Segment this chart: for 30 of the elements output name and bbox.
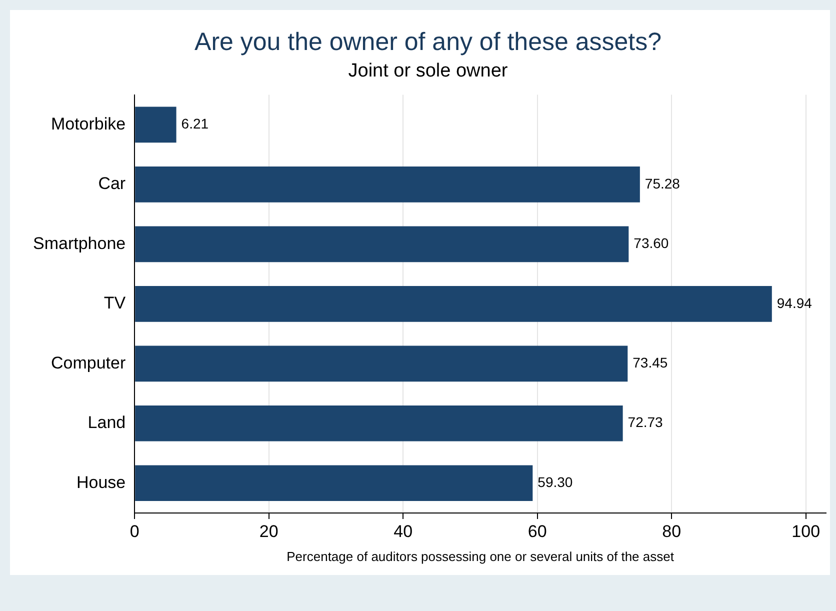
data-label: 6.21 [181,116,209,132]
x-tick-label: 60 [528,522,547,541]
data-label: 94.94 [776,294,812,311]
data-label: 73.45 [632,354,668,370]
bar [135,226,629,262]
x-tick-label: 0 [130,522,140,541]
bar [135,346,628,382]
data-label: 75.28 [644,175,680,192]
x-tick-label: 40 [394,522,413,541]
bar [135,106,176,143]
bar [135,405,623,442]
y-tick-label: House [76,472,126,492]
data-label: 72.73 [628,414,664,430]
y-tick-label: Land [88,413,126,432]
y-tick-label: TV [104,294,126,313]
x-axis-title: Percentage of auditors possessing one or several units of the asset [286,548,674,564]
data-label: 59.30 [538,474,573,490]
y-tick-label: Computer [50,353,126,372]
bar [135,166,640,202]
y-tick-label: Car [98,174,126,194]
bar [135,286,772,322]
y-tick-label: Smartphone [32,234,126,253]
bar [135,465,533,502]
data-label: 73.60 [634,235,669,252]
chart-title: Are you the owner of any of these assets? [194,28,662,56]
x-tick-label: 80 [662,522,682,541]
y-tick-label: Motorbike [50,114,126,134]
x-tick-label: 100 [792,522,820,541]
chart-subtitle: Joint or sole owner [348,60,508,82]
x-tick-label: 20 [259,522,278,541]
